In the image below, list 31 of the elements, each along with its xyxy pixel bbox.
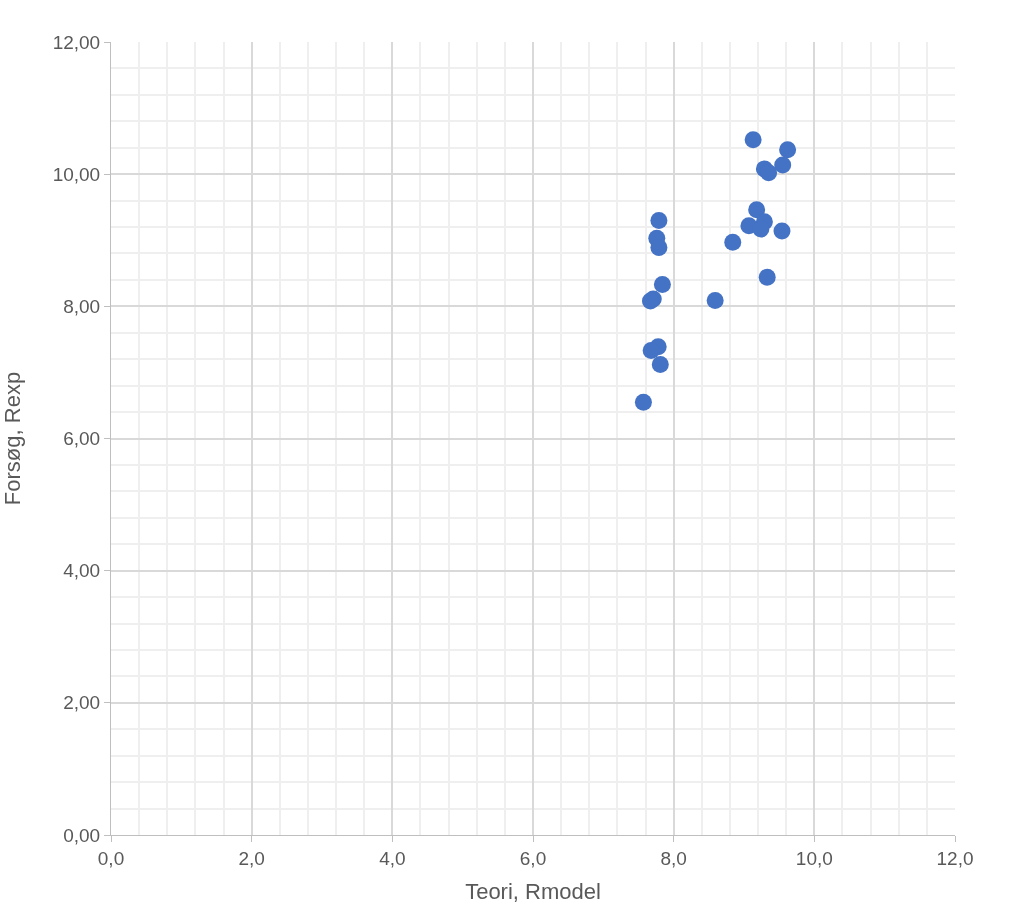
- point: [758, 268, 776, 286]
- x-tick-label: 2,0: [238, 847, 265, 869]
- point: [650, 239, 668, 257]
- point: [634, 393, 652, 411]
- x-tick-label: 8,0: [660, 847, 687, 869]
- x-tick-label: 0,0: [97, 847, 125, 869]
- y-axis-title: Forsøg, Rexp: [0, 371, 26, 506]
- x-tick-label: 6,0: [519, 847, 547, 869]
- x-axis-title: Teori, Rmodel: [465, 878, 601, 904]
- point: [779, 141, 797, 159]
- point: [650, 211, 668, 229]
- point: [653, 276, 671, 294]
- point: [744, 131, 762, 149]
- point: [773, 222, 791, 240]
- y-tick-label: 12,00: [52, 31, 101, 53]
- point: [774, 156, 792, 174]
- y-tick-label: 6,00: [63, 428, 101, 450]
- x-tick-label: 4,0: [379, 847, 406, 869]
- y-tick-label: 4,00: [63, 560, 101, 582]
- point: [651, 355, 669, 373]
- y-tick-label: 10,00: [52, 163, 101, 185]
- y-tick-label: 0,00: [63, 824, 101, 846]
- x-tick-label: 12,0: [936, 847, 974, 869]
- point: [748, 201, 766, 219]
- point: [760, 164, 778, 182]
- point: [724, 233, 742, 251]
- point: [706, 291, 724, 309]
- y-tick-label: 8,00: [63, 295, 101, 317]
- y-tick-label: 2,00: [63, 692, 101, 714]
- point: [642, 342, 660, 360]
- x-tick-label: 10,0: [795, 847, 833, 869]
